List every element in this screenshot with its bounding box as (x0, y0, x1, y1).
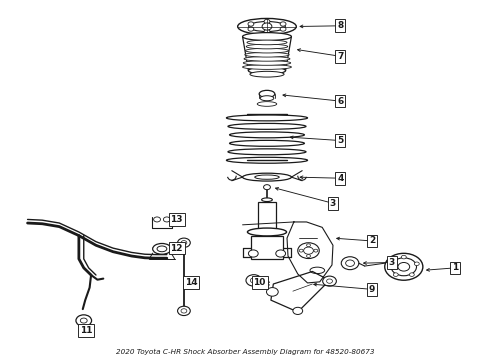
Text: 9: 9 (369, 285, 375, 294)
Circle shape (264, 19, 270, 24)
Circle shape (323, 276, 336, 286)
Ellipse shape (228, 149, 306, 155)
Circle shape (276, 250, 286, 257)
Circle shape (280, 27, 286, 31)
Text: 2: 2 (369, 237, 375, 246)
Text: 10: 10 (253, 278, 266, 287)
Ellipse shape (243, 65, 292, 69)
Text: 12: 12 (171, 244, 183, 253)
Circle shape (246, 275, 262, 286)
Text: 4: 4 (337, 174, 343, 183)
Ellipse shape (259, 90, 275, 98)
Circle shape (264, 30, 270, 34)
Bar (258, 202, 276, 232)
Ellipse shape (248, 22, 285, 32)
Ellipse shape (262, 198, 272, 202)
Ellipse shape (157, 246, 167, 252)
Text: 5: 5 (337, 136, 343, 145)
Circle shape (307, 244, 311, 247)
Circle shape (267, 288, 278, 296)
Circle shape (181, 240, 187, 245)
Circle shape (341, 257, 359, 270)
Text: 11: 11 (80, 326, 93, 335)
Circle shape (415, 262, 419, 266)
Text: 7: 7 (337, 52, 343, 61)
Circle shape (327, 279, 332, 283)
Circle shape (389, 262, 393, 266)
Circle shape (248, 250, 258, 257)
Circle shape (262, 23, 272, 30)
Ellipse shape (257, 102, 277, 106)
Ellipse shape (385, 253, 423, 280)
Ellipse shape (245, 53, 289, 57)
Ellipse shape (248, 67, 286, 74)
Circle shape (345, 260, 354, 266)
Text: 13: 13 (171, 215, 183, 224)
Ellipse shape (229, 140, 304, 146)
Circle shape (298, 243, 319, 258)
Circle shape (250, 278, 257, 283)
Text: 3: 3 (330, 199, 336, 208)
Text: 8: 8 (337, 21, 343, 30)
Circle shape (393, 273, 398, 276)
Circle shape (299, 249, 303, 252)
Circle shape (76, 315, 92, 326)
Circle shape (264, 185, 270, 190)
Circle shape (401, 255, 406, 259)
Ellipse shape (391, 258, 416, 276)
Text: 1: 1 (452, 264, 458, 273)
Circle shape (280, 22, 286, 26)
Ellipse shape (255, 175, 279, 179)
Circle shape (293, 307, 303, 315)
Ellipse shape (243, 33, 292, 41)
Text: 3: 3 (389, 258, 395, 267)
Circle shape (181, 309, 187, 313)
Circle shape (163, 217, 170, 222)
Ellipse shape (226, 115, 308, 121)
Ellipse shape (153, 243, 171, 254)
Ellipse shape (229, 132, 304, 138)
Ellipse shape (226, 157, 308, 163)
Ellipse shape (250, 71, 284, 77)
Text: 6: 6 (337, 96, 343, 105)
Circle shape (177, 306, 190, 316)
Ellipse shape (310, 267, 325, 274)
Circle shape (410, 273, 414, 276)
Circle shape (307, 255, 311, 257)
Circle shape (398, 262, 410, 271)
Ellipse shape (238, 18, 296, 35)
Circle shape (177, 238, 190, 247)
Ellipse shape (244, 57, 290, 61)
Bar (251, 235, 283, 259)
Ellipse shape (247, 228, 287, 236)
Ellipse shape (260, 96, 274, 101)
Circle shape (314, 249, 318, 252)
Ellipse shape (246, 44, 288, 49)
Ellipse shape (245, 48, 289, 53)
Ellipse shape (243, 173, 292, 181)
Text: 2020 Toyota C-HR Shock Absorber Assembly Diagram for 48520-80673: 2020 Toyota C-HR Shock Absorber Assembly… (116, 349, 374, 355)
Circle shape (80, 318, 87, 323)
Circle shape (248, 27, 254, 31)
Circle shape (304, 247, 314, 254)
Circle shape (248, 22, 254, 26)
Ellipse shape (247, 40, 287, 45)
Text: 14: 14 (185, 278, 197, 287)
Ellipse shape (244, 60, 291, 65)
Ellipse shape (228, 123, 306, 129)
Circle shape (154, 217, 160, 222)
